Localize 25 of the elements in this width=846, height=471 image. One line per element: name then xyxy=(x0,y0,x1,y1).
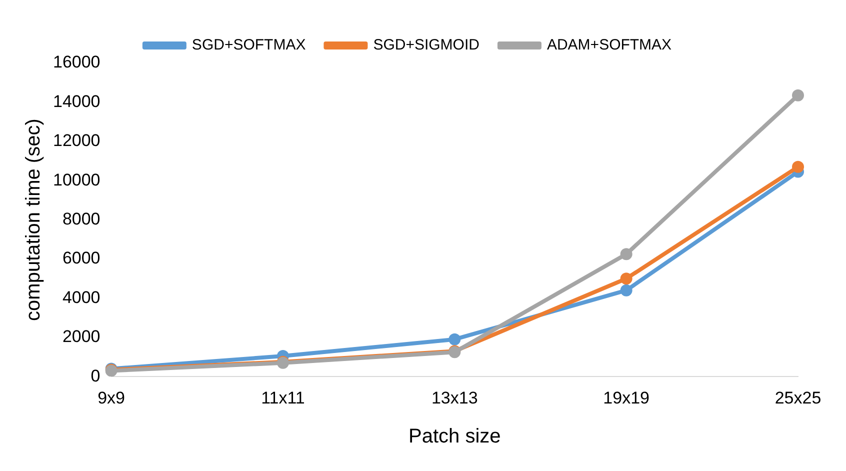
x-tick-label: 19x19 xyxy=(603,388,650,408)
y-tick-label: 2000 xyxy=(62,327,100,346)
y-tick-label: 14000 xyxy=(52,92,100,111)
y-tick-label: 4000 xyxy=(62,288,100,307)
x-tick-label: 13x13 xyxy=(431,388,478,408)
x-tick-label: 25x25 xyxy=(774,388,822,408)
point xyxy=(620,272,632,285)
x-axis-title: Patch size xyxy=(408,426,501,448)
point xyxy=(792,89,804,102)
y-tick-label: 10000 xyxy=(52,170,100,190)
y-tick-label: 0 xyxy=(90,366,100,386)
point xyxy=(620,284,632,296)
y-tick-label: 16000 xyxy=(52,52,100,72)
y-tick-label: 12000 xyxy=(52,131,100,150)
x-tick-label: 9x9 xyxy=(98,388,125,408)
point xyxy=(620,248,632,260)
y-tick-label: 8000 xyxy=(62,209,100,228)
y-tick-label: 6000 xyxy=(62,248,100,268)
legend-label: SGD+SIGMOID xyxy=(373,36,480,54)
y-axis-title: computation time (sec) xyxy=(22,118,45,321)
x-tick-label: 11x11 xyxy=(261,388,305,408)
legend-label: SGD+SOFTMAX xyxy=(192,36,306,54)
point xyxy=(792,160,804,173)
point xyxy=(448,333,461,346)
legend-label: ADAM+SOFTMAX xyxy=(546,36,672,54)
